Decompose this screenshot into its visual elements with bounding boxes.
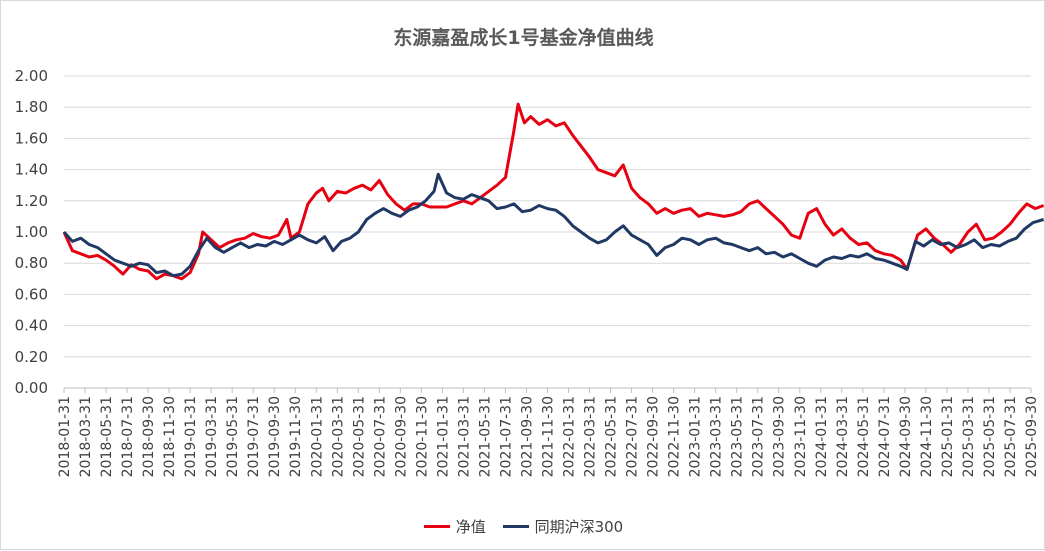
x-tick-label: 2025-01-31 (940, 396, 956, 477)
x-tick-label: 2023-05-31 (730, 396, 746, 477)
legend-item-nav: 净值 (423, 516, 486, 537)
x-tick-label: 2024-11-30 (919, 396, 935, 477)
y-tick-label: 1.40 (15, 161, 48, 179)
x-tick-label: 2024-03-31 (835, 396, 851, 477)
legend-swatch-nav (423, 525, 450, 528)
x-tick-label: 2020-05-31 (351, 396, 367, 477)
chart-title: 东源嘉盈成长1号基金净值曲线 (393, 27, 654, 49)
x-tick-label: 2024-09-30 (898, 396, 914, 477)
x-tick-label: 2025-05-31 (982, 396, 998, 477)
x-tick-label: 2018-07-31 (120, 396, 136, 477)
x-tick-label: 2018-09-30 (141, 396, 157, 477)
series-lines (62, 102, 1045, 281)
x-tick-label: 2020-03-31 (330, 396, 346, 477)
x-tick-label: 2019-01-31 (183, 396, 199, 477)
x-tick-label: 2019-05-31 (225, 396, 241, 477)
y-tick-label: 1.60 (15, 129, 48, 147)
grid-lines (64, 75, 1031, 389)
x-tick-label: 2024-01-31 (814, 396, 830, 477)
x-tick-label: 2022-01-31 (562, 396, 578, 477)
x-tick-label: 2021-05-31 (477, 396, 493, 477)
x-tick-label: 2020-01-31 (309, 396, 325, 477)
x-tick-label: 2018-03-31 (78, 396, 94, 477)
y-tick-label: 1.80 (15, 98, 48, 116)
x-tick-label: 2021-11-30 (541, 396, 557, 477)
legend-swatch-index (502, 525, 529, 528)
x-tick-label: 2024-05-31 (856, 396, 872, 477)
y-axis-ticks: 0.00 0.20 0.40 0.60 0.80 1.00 1.20 1.40 1.60 1.80… (15, 67, 48, 397)
y-tick-label: 0.40 (15, 317, 48, 335)
x-tick-label: 2021-07-31 (498, 396, 514, 477)
x-tick-label: 2024-07-31 (877, 396, 893, 477)
x-tick-label: 2025-09-30 (1024, 396, 1040, 477)
x-tick-label: 2021-09-30 (519, 396, 535, 477)
y-tick-label: 0.80 (15, 254, 48, 272)
x-tick-label: 2020-07-31 (372, 396, 388, 477)
x-tick-label: 2022-07-31 (625, 396, 641, 477)
x-tick-label: 2019-09-30 (267, 396, 283, 477)
legend: 净值 同期沪深300 (1, 514, 1045, 537)
x-tick-label: 2025-03-31 (961, 396, 977, 477)
legend-label-nav: 净值 (455, 518, 486, 536)
x-tick-label: 2023-07-31 (751, 396, 767, 477)
x-tick-label: 2020-11-30 (414, 396, 430, 477)
x-tick-label: 2022-05-31 (604, 396, 620, 477)
x-tick-label: 2019-07-31 (246, 396, 262, 477)
y-tick-label: 1.20 (15, 192, 48, 210)
x-tick-label: 2019-03-31 (204, 396, 220, 477)
x-tick-label: 2023-03-31 (709, 396, 725, 477)
x-tick-label: 2018-01-31 (57, 396, 73, 477)
x-tick-label: 2021-01-31 (435, 396, 451, 477)
x-tick-label: 2022-11-30 (667, 396, 683, 477)
y-tick-label: 0.60 (15, 285, 48, 303)
legend-item-index: 同期沪深300 (502, 516, 624, 537)
x-tick-label: 2023-11-30 (793, 396, 809, 477)
y-tick-label: 2.00 (15, 67, 48, 85)
x-tick-label: 2018-11-30 (162, 396, 178, 477)
x-tick-label: 2023-09-30 (772, 396, 788, 477)
x-tick-label: 2020-09-30 (393, 396, 409, 477)
x-tick-label: 2019-11-30 (288, 396, 304, 477)
x-tick-label: 2022-03-31 (583, 396, 599, 477)
x-tick-label: 2025-07-31 (1003, 396, 1019, 477)
x-tick-label: 2018-05-31 (99, 396, 115, 477)
series-line-index (62, 172, 1045, 278)
x-tick-label: 2023-01-31 (688, 396, 704, 477)
x-tick-label: 2021-03-31 (456, 396, 472, 477)
series-line-nav (62, 102, 1045, 281)
y-tick-label: 0.20 (15, 348, 48, 366)
legend-label-index: 同期沪深300 (534, 518, 624, 536)
x-tick-label: 2022-09-30 (646, 396, 662, 477)
y-tick-label: 1.00 (15, 223, 48, 241)
x-axis-ticks: 2018-01-31 2018-03-31 2018-05-31 2018-07-31… (57, 388, 1040, 477)
y-tick-label: 0.00 (15, 379, 48, 397)
